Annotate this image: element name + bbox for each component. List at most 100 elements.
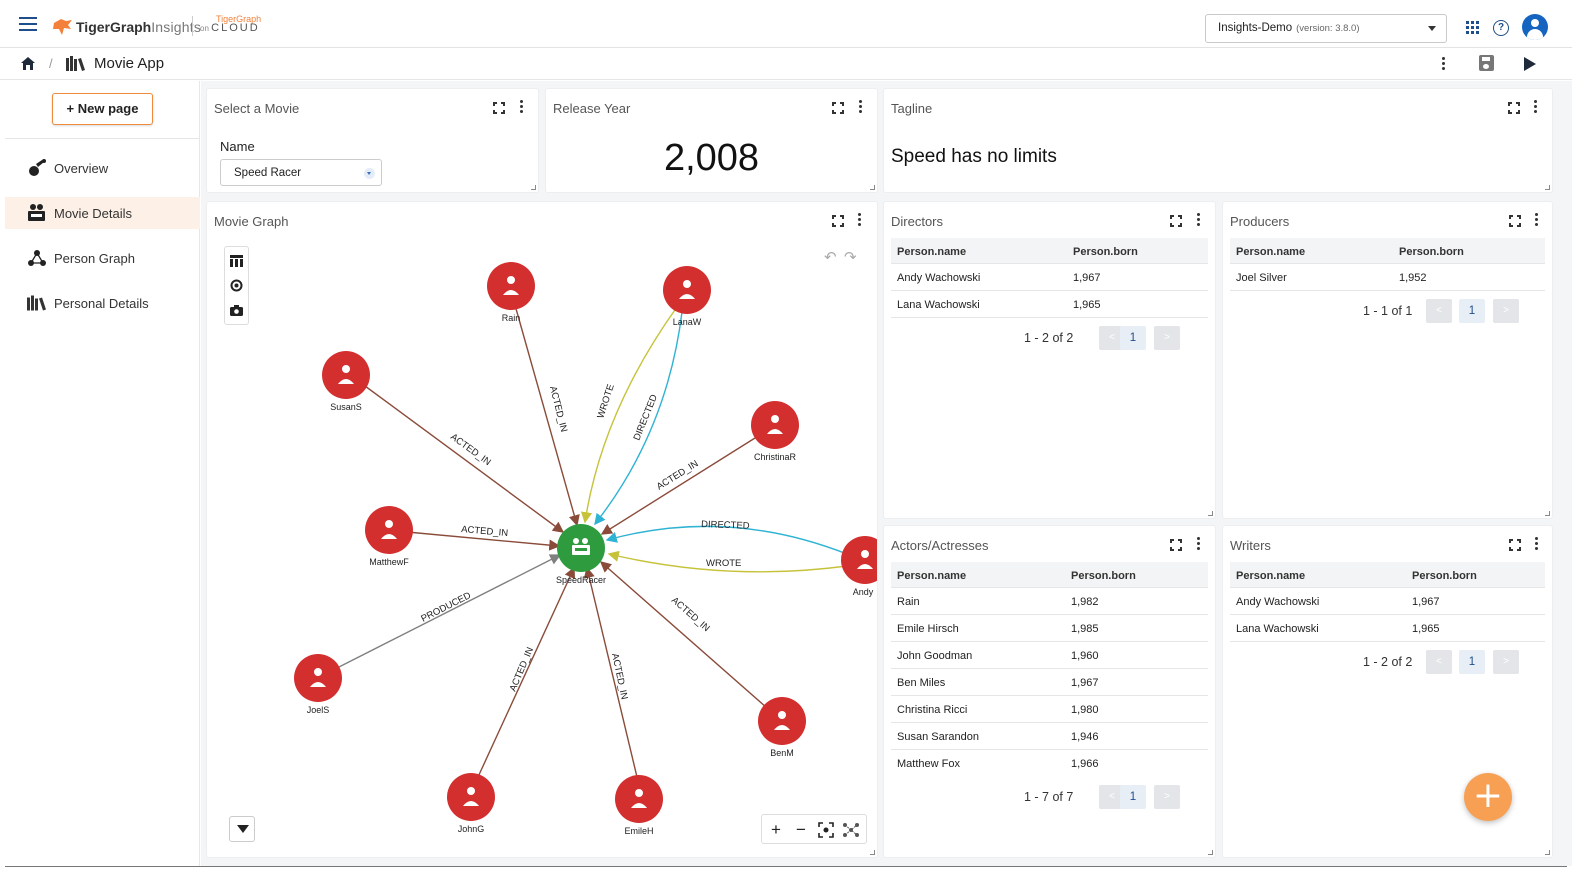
table-row[interactable]: Lana Wachowski 1,965 [1230, 615, 1545, 642]
zoom-out-button[interactable]: − [796, 820, 806, 839]
table-row[interactable]: Rain 1,982 [891, 588, 1208, 615]
prev-page-button[interactable]: < [1426, 650, 1452, 674]
more-vert-icon[interactable] [858, 213, 862, 227]
movie-node[interactable]: SpeedRacer [556, 524, 606, 585]
more-vert-icon[interactable] [1535, 537, 1539, 551]
edge-acted-in[interactable] [512, 297, 580, 527]
fullscreen-icon[interactable] [832, 215, 844, 227]
filter-icon[interactable] [229, 816, 255, 842]
next-page-button[interactable]: > [1154, 785, 1180, 809]
column-header[interactable]: Person.name [897, 246, 967, 258]
person-node[interactable]: SusanS [322, 351, 370, 412]
sidebar-item-person-graph[interactable]: Person Graph [5, 242, 200, 274]
save-icon[interactable] [1479, 55, 1494, 71]
resize-handle[interactable] [1208, 511, 1213, 516]
fullscreen-icon[interactable] [1170, 539, 1182, 551]
column-header[interactable]: Person.born [1412, 570, 1477, 582]
edge-wrote[interactable] [580, 306, 678, 524]
resize-handle[interactable] [1545, 511, 1550, 516]
person-node[interactable]: JoelS [294, 654, 342, 715]
resize-handle[interactable] [1208, 850, 1213, 855]
resize-handle[interactable] [1545, 185, 1550, 190]
table-row[interactable]: Lana Wachowski 1,965 [891, 291, 1208, 318]
fullscreen-icon[interactable] [1170, 215, 1182, 227]
more-vert-icon[interactable] [1197, 213, 1201, 227]
person-node[interactable]: Andy [841, 536, 877, 597]
table-row[interactable]: Andy Wachowski 1,967 [891, 264, 1208, 291]
fullscreen-icon[interactable] [1509, 539, 1521, 551]
layout-icon[interactable] [229, 278, 244, 293]
next-page-button[interactable]: > [1493, 650, 1519, 674]
person-node[interactable]: JohnG [447, 773, 495, 834]
next-page-button[interactable]: > [1154, 326, 1180, 350]
tigergraph-logo[interactable] [52, 17, 74, 37]
table-row[interactable]: Ben Miles 1,967 [891, 669, 1208, 696]
table-row[interactable]: Susan Sarandon 1,946 [891, 723, 1208, 750]
movie-select[interactable]: Speed Racer [220, 159, 382, 186]
home-icon[interactable] [20, 56, 36, 71]
page-button[interactable]: 1 [1459, 299, 1485, 323]
edge-produced[interactable] [336, 554, 562, 669]
auto-layout-icon[interactable] [840, 819, 862, 841]
person-node[interactable]: EmileH [615, 775, 663, 836]
next-page-button[interactable]: > [1493, 299, 1519, 323]
undo-icon[interactable]: ↶ [824, 249, 837, 266]
column-header[interactable]: Person.name [1236, 570, 1306, 582]
edge-acted-in[interactable] [477, 566, 575, 778]
person-node[interactable]: Rain [487, 262, 535, 323]
fit-view-icon[interactable] [815, 819, 837, 841]
resize-handle[interactable] [531, 185, 536, 190]
page-button[interactable]: 1 [1120, 326, 1146, 350]
help-icon[interactable]: ? [1493, 20, 1509, 36]
table-view-icon[interactable] [229, 253, 244, 268]
more-vert-icon[interactable] [1534, 100, 1538, 114]
edge-acted-in[interactable] [364, 385, 565, 533]
resize-handle[interactable] [870, 850, 875, 855]
more-vert-icon[interactable] [859, 100, 863, 114]
fullscreen-icon[interactable] [493, 102, 505, 114]
zoom-in-button[interactable]: + [771, 820, 781, 839]
person-node[interactable]: LanaW [663, 266, 711, 327]
table-row[interactable]: Matthew Fox 1,966 [891, 750, 1208, 777]
redo-icon[interactable]: ↷ [844, 249, 857, 266]
column-header[interactable]: Person.born [1399, 246, 1464, 258]
table-row[interactable]: John Goodman 1,960 [891, 642, 1208, 669]
person-node[interactable]: BenM [758, 697, 806, 758]
more-vert-icon[interactable] [520, 100, 524, 114]
more-vert-icon[interactable] [1535, 213, 1539, 227]
prev-page-button[interactable]: < [1426, 299, 1452, 323]
play-icon[interactable] [1524, 57, 1536, 71]
column-header[interactable]: Person.name [897, 570, 967, 582]
edge-acted-in[interactable] [600, 437, 756, 535]
menu-icon[interactable] [19, 17, 37, 31]
apps-grid-icon[interactable] [1466, 21, 1479, 34]
table-row[interactable]: Christina Ricci 1,980 [891, 696, 1208, 723]
edge-acted-in[interactable] [599, 561, 768, 709]
new-page-button[interactable]: + New page [52, 93, 153, 125]
sidebar-item-personal-details[interactable]: Personal Details [5, 287, 200, 319]
fullscreen-icon[interactable] [832, 102, 844, 114]
more-vert-icon[interactable] [1197, 537, 1201, 551]
edge-acted-in[interactable] [406, 531, 561, 551]
account-icon[interactable] [1522, 14, 1548, 40]
graph-canvas[interactable]: ACTED_IN WROTE DIRECTED ACTED_IN ACTED_I… [207, 202, 877, 857]
table-row[interactable]: Joel Silver 1,952 [1230, 264, 1545, 291]
fullscreen-icon[interactable] [1509, 215, 1521, 227]
more-vert-icon[interactable] [1442, 57, 1446, 71]
person-node[interactable]: MatthewF [365, 506, 413, 567]
add-widget-button[interactable]: + [1464, 773, 1512, 821]
sidebar-item-overview[interactable]: Overview [5, 152, 200, 184]
page-button[interactable]: 1 [1459, 650, 1485, 674]
column-header[interactable]: Person.name [1236, 246, 1306, 258]
resize-handle[interactable] [870, 185, 875, 190]
edge-directed[interactable] [605, 525, 848, 555]
resize-handle[interactable] [1545, 850, 1550, 855]
edge-directed[interactable] [594, 311, 683, 526]
person-node[interactable]: ChristinaR [751, 401, 799, 462]
project-selector[interactable]: Insights-Demo (version: 3.8.0) [1205, 14, 1447, 43]
fullscreen-icon[interactable] [1508, 102, 1520, 114]
edge-acted-in[interactable] [583, 566, 638, 778]
page-button[interactable]: 1 [1120, 785, 1146, 809]
column-header[interactable]: Person.born [1073, 246, 1138, 258]
table-row[interactable]: Andy Wachowski 1,967 [1230, 588, 1545, 615]
